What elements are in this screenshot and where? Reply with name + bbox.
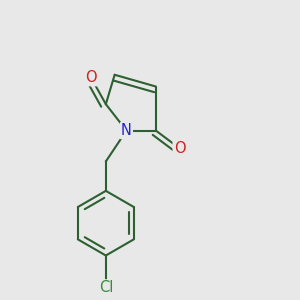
Text: O: O <box>174 141 185 156</box>
Text: Cl: Cl <box>99 280 113 295</box>
Text: N: N <box>121 123 132 138</box>
Text: O: O <box>85 70 97 85</box>
